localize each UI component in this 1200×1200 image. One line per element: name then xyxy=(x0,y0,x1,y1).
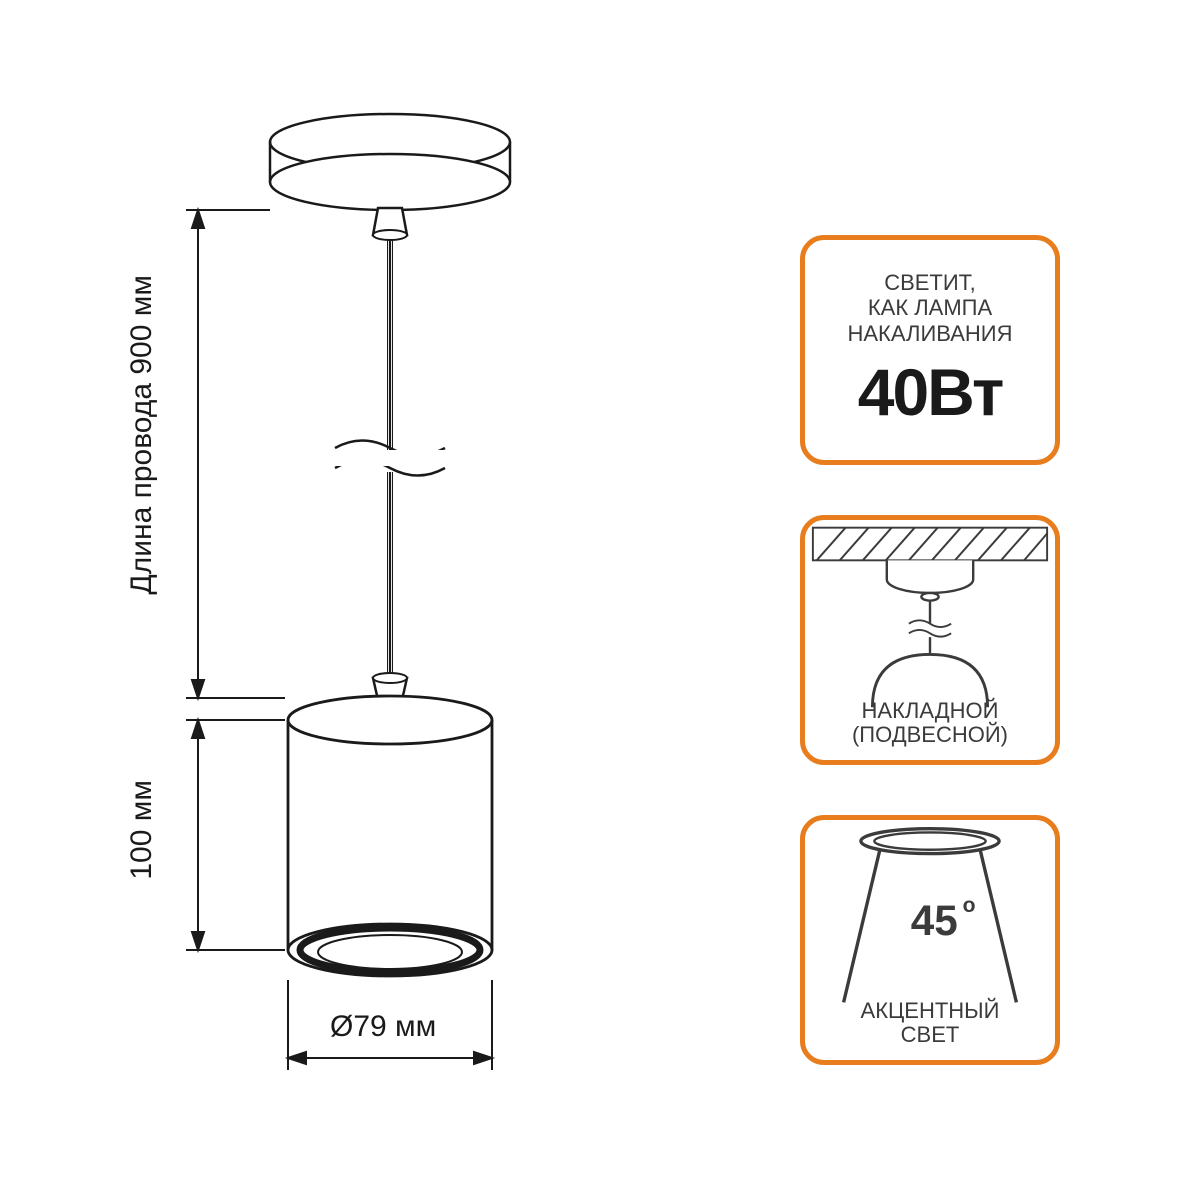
beam-line1: АКЦЕНТНЫЙ xyxy=(861,998,1000,1023)
badges-column: СВЕТИТ, КАК ЛАМПА НАКАЛИВАНИЯ 40Вт xyxy=(800,235,1070,1115)
diameter-label: Ø79 мм xyxy=(330,1010,436,1044)
beam-line2: СВЕТ xyxy=(901,1022,960,1047)
power-line2: КАК ЛАМПА xyxy=(868,295,992,320)
lamp-technical-diagram: Длина провода 900 мм 100 мм Ø79 мм xyxy=(130,100,580,1100)
beam-degree: o xyxy=(963,894,976,917)
mount-line1: НАКЛАДНОЙ xyxy=(862,698,999,723)
beam-text: АКЦЕНТНЫЙ СВЕТ xyxy=(805,999,1055,1048)
power-badge: СВЕТИТ, КАК ЛАМПА НАКАЛИВАНИЯ 40Вт xyxy=(800,235,1060,465)
mount-text: НАКЛАДНОЙ (ПОДВЕСНОЙ) xyxy=(805,699,1055,748)
mount-line2: (ПОДВЕСНОЙ) xyxy=(852,722,1008,747)
power-value: 40Вт xyxy=(858,354,1003,430)
cord-length-label: Длина провода 900 мм xyxy=(125,275,159,595)
mount-badge: НАКЛАДНОЙ (ПОДВЕСНОЙ) xyxy=(800,515,1060,765)
beam-angle-value: 45 xyxy=(911,897,958,944)
power-line1: СВЕТИТ, xyxy=(884,270,976,295)
lamp-svg xyxy=(130,100,580,1100)
beam-badge: 45 o АКЦЕНТНЫЙ СВЕТ xyxy=(800,815,1060,1065)
power-line3: НАКАЛИВАНИЯ xyxy=(848,321,1013,346)
body-height-label: 100 мм xyxy=(125,780,159,880)
